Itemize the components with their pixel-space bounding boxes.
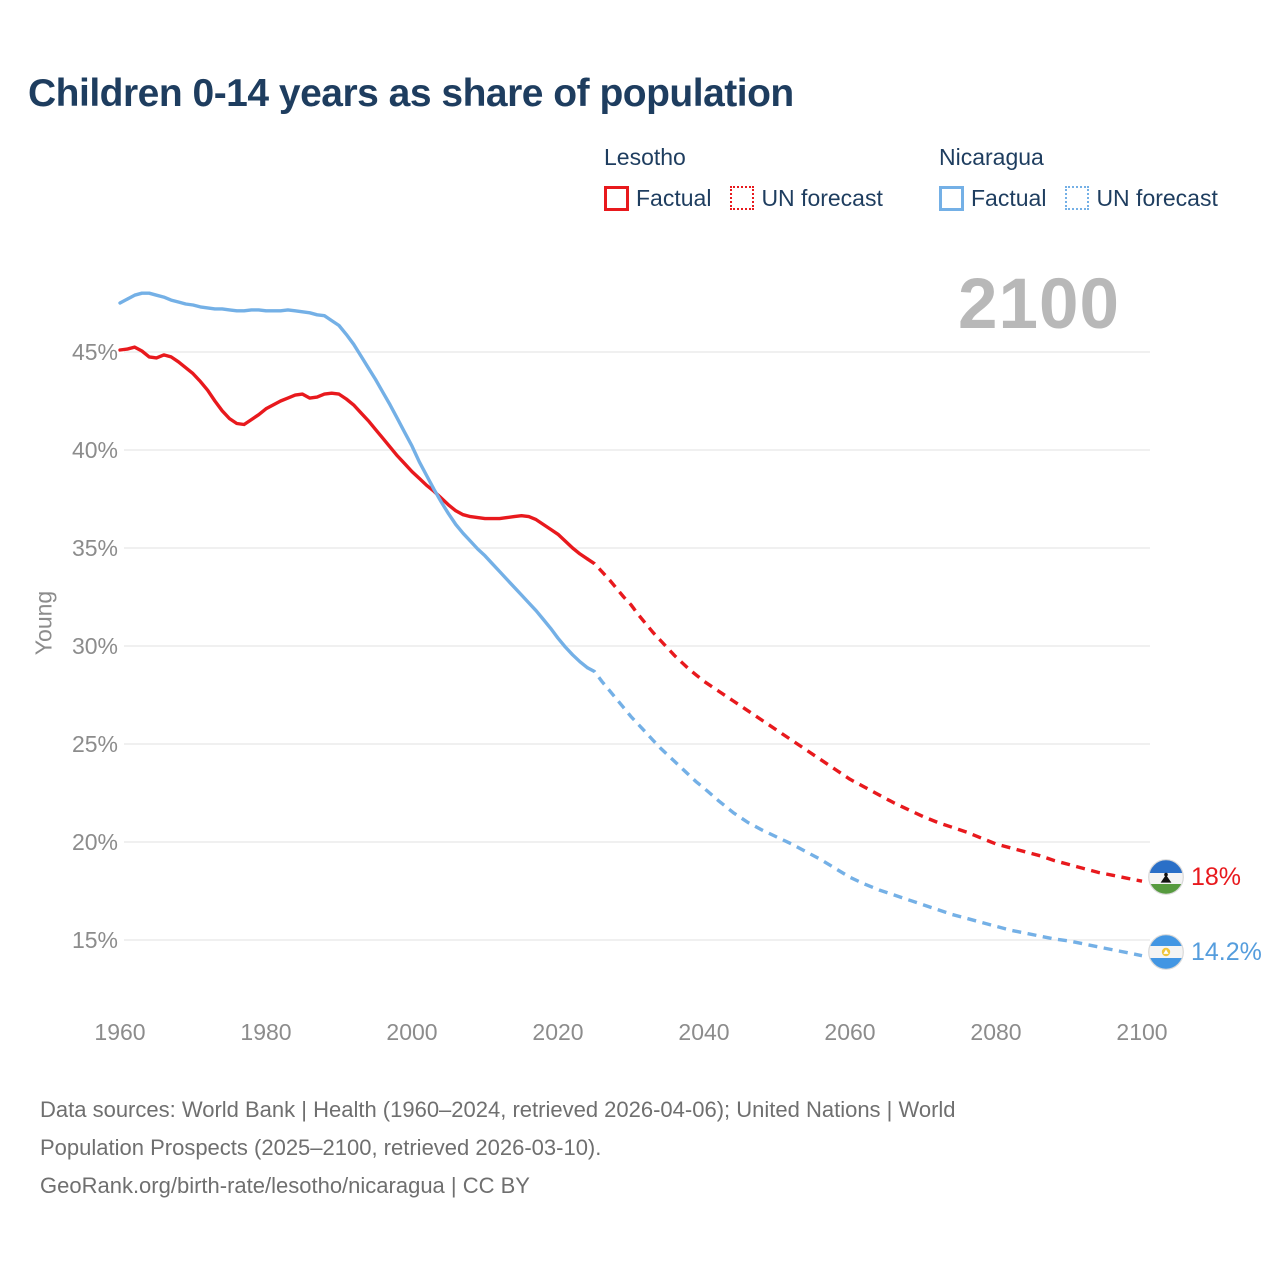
x-tick-label-2100: 2100 bbox=[1116, 1019, 1167, 1045]
lesotho-factual-label: Factual bbox=[636, 184, 712, 211]
lesotho-end-marker: 18% bbox=[1148, 859, 1241, 895]
legend-group-lesotho: Lesotho Factual UN forecast bbox=[604, 144, 902, 211]
x-tick-label-2040: 2040 bbox=[678, 1019, 729, 1045]
nicaragua-forecast-swatch-icon bbox=[1065, 186, 1090, 210]
x-tick-label-2000: 2000 bbox=[386, 1019, 437, 1045]
legend-country-nicaragua: Nicaragua bbox=[939, 144, 1044, 170]
x-tick-label-1960: 1960 bbox=[94, 1019, 145, 1045]
watermark-year: 2100 bbox=[958, 265, 1120, 344]
y-tick-label-20: 20% bbox=[72, 829, 118, 855]
nicaragua-end-value: 14.2% bbox=[1191, 937, 1262, 966]
lesotho-forecast-line bbox=[586, 557, 1143, 883]
nicaragua-factual-swatch-icon bbox=[939, 185, 964, 211]
y-tick-label-30: 30% bbox=[72, 633, 118, 659]
y-tick-label-35: 35% bbox=[72, 535, 118, 561]
lesotho-end-value: 18% bbox=[1191, 862, 1242, 891]
y-tick-label-15: 15% bbox=[72, 927, 118, 953]
lesotho-flag-icon bbox=[1148, 859, 1184, 895]
nicaragua-flag-icon bbox=[1148, 934, 1184, 970]
data-sources-line3: GeoRank.org/birth-rate/lesotho/nicaragua… bbox=[40, 1173, 530, 1198]
nicaragua-factual-label: Factual bbox=[971, 184, 1047, 211]
x-tick-label-1980: 1980 bbox=[240, 1019, 291, 1045]
lesotho-forecast-label: UN forecast bbox=[761, 184, 883, 211]
y-axis-title: Young bbox=[30, 590, 57, 656]
data-sources-line2: Population Prospects (2025–2100, retriev… bbox=[40, 1135, 602, 1160]
legend-country-lesotho: Lesotho bbox=[604, 144, 686, 170]
chart-title: Children 0-14 years as share of populati… bbox=[28, 72, 794, 115]
x-tick-label-2020: 2020 bbox=[532, 1019, 583, 1045]
y-tick-label-45: 45% bbox=[72, 339, 118, 365]
y-tick-label-25: 25% bbox=[72, 731, 118, 757]
y-tick-label-40: 40% bbox=[72, 437, 118, 463]
nicaragua-end-marker: 14.2% bbox=[1148, 934, 1262, 970]
nicaragua-forecast-line bbox=[586, 666, 1143, 958]
lesotho-factual-line bbox=[118, 345, 589, 561]
legend-group-nicaragua: Nicaragua Factual UN forecast bbox=[939, 144, 1237, 211]
data-sources-line1: Data sources: World Bank | Health (1960–… bbox=[40, 1097, 956, 1122]
data-sources: Data sources: World Bank | Health (1960–… bbox=[40, 1091, 956, 1205]
x-tick-label-2060: 2060 bbox=[824, 1019, 875, 1045]
nicaragua-factual-line bbox=[118, 291, 589, 670]
legend-row-nicaragua: Factual UN forecast bbox=[939, 185, 1237, 211]
lesotho-factual-swatch-icon bbox=[604, 185, 629, 211]
lesotho-forecast-swatch-icon bbox=[730, 186, 755, 210]
legend-row-lesotho: Factual UN forecast bbox=[604, 185, 902, 211]
nicaragua-forecast-label: UN forecast bbox=[1096, 184, 1218, 211]
x-tick-label-2080: 2080 bbox=[970, 1019, 1021, 1045]
